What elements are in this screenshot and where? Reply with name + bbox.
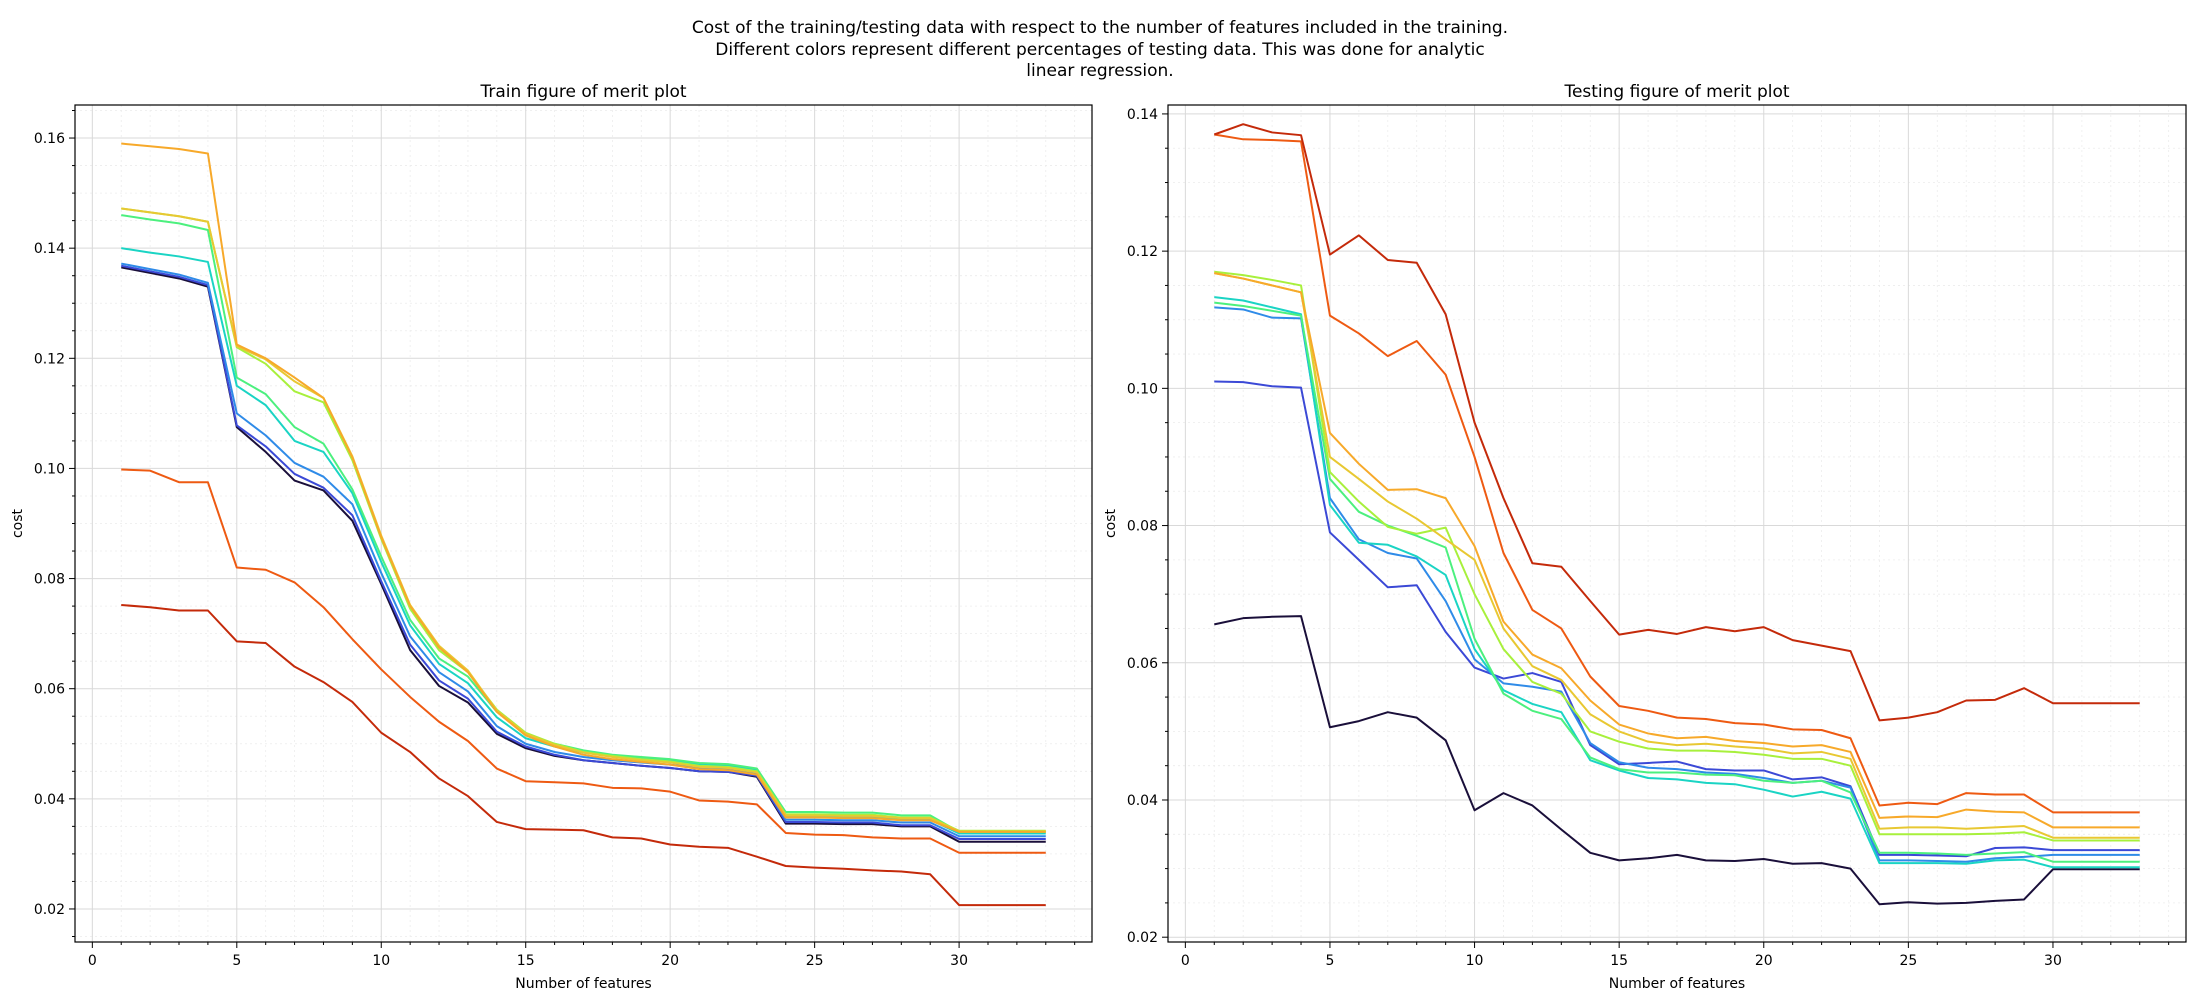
y-tick-label: 0.02: [34, 902, 65, 918]
major-grid: [75, 105, 1092, 942]
series-line-2: [121, 264, 1046, 841]
x-tick-label: 10: [1466, 953, 1484, 969]
series-line-7: [1214, 272, 2140, 839]
x-tick-label: 25: [1899, 953, 1917, 969]
y-tick-label: 0.04: [1127, 793, 1158, 809]
tick-group: 0 5 10 15 20 25 30 0.02 0.04 0.06 0.08 0.10 0.12 0.14: [1127, 107, 2170, 969]
series-line-8: [1214, 272, 2140, 829]
x-tick-label: 15: [517, 953, 535, 969]
y-tick-label: 0.16: [34, 131, 65, 147]
major-grid: [1168, 105, 2186, 942]
x-axis-label: Number of features: [515, 976, 651, 992]
series-line-5: [121, 214, 1046, 833]
x-tick-label: 10: [372, 953, 390, 969]
series-line-2: [1214, 380, 2140, 858]
y-tick-label: 0.14: [34, 241, 65, 257]
plot-title: Train figure of merit plot: [479, 82, 686, 102]
series-line-8: [121, 142, 1046, 833]
y-axis-label: cost: [10, 508, 26, 538]
series-line-10: [121, 604, 1046, 907]
series-line-7: [121, 207, 1046, 833]
series-line-4: [1214, 296, 2140, 869]
y-tick-label: 0.02: [1127, 930, 1158, 946]
y-tick-label: 0.06: [1127, 656, 1158, 672]
series-group: [1213, 123, 2140, 906]
x-axis-label: Number of features: [1609, 976, 1745, 992]
series-line-6: [1214, 270, 2140, 842]
x-tick-label: 20: [661, 953, 679, 969]
y-tick-label: 0.08: [1127, 519, 1158, 535]
y-tick-label: 0.12: [34, 351, 65, 367]
series-line-9: [1214, 133, 2140, 814]
y-tick-label: 0.12: [1127, 244, 1158, 260]
x-tick-label: 5: [232, 953, 241, 969]
x-tick-label: 30: [950, 953, 968, 969]
y-tick-label: 0.08: [34, 572, 65, 588]
x-tick-label: 15: [1610, 953, 1628, 969]
series-line-9: [121, 468, 1046, 854]
x-tick-label: 20: [1755, 953, 1773, 969]
series-line-5: [1214, 301, 2140, 863]
test-plot-panel: 0 5 10 15 20 25 30 0.02 0.04 0.06 0.08 0.10 0.12 0.14…: [1103, 82, 2187, 992]
tick-group: 0 5 10 15 20 25 30 0.02 0.04 0.06 0.08 0.10 0.12 0.14…: [34, 110, 1076, 969]
y-tick-label: 0.10: [1127, 381, 1158, 397]
x-tick-label: 25: [806, 953, 824, 969]
x-tick-label: 30: [2044, 953, 2062, 969]
figure-suptitle: Cost of the training/testing data with r…: [692, 18, 1508, 81]
series-line-10: [1213, 123, 2140, 722]
x-tick-label: 0: [1181, 953, 1190, 969]
suptitle-line-3: linear regression.: [1026, 61, 1173, 81]
plot-title: Testing figure of merit plot: [1563, 82, 1789, 102]
series-group: [121, 142, 1046, 907]
y-tick-label: 0.10: [34, 461, 65, 477]
y-tick-label: 0.14: [1127, 107, 1158, 123]
y-tick-label: 0.06: [34, 682, 65, 698]
x-tick-label: 0: [88, 953, 97, 969]
suptitle-line-1: Cost of the training/testing data with r…: [692, 18, 1508, 38]
y-tick-label: 0.04: [34, 792, 65, 808]
x-tick-label: 5: [1325, 953, 1334, 969]
series-line-3: [121, 262, 1046, 838]
suptitle-line-2: Different colors represent different per…: [715, 40, 1484, 60]
y-axis-label: cost: [1103, 508, 1119, 538]
train-plot-panel: 0 5 10 15 20 25 30 0.02 0.04 0.06 0.08 0.10 0.12 0.14…: [10, 82, 1093, 992]
series-line-1: [1214, 615, 2140, 906]
